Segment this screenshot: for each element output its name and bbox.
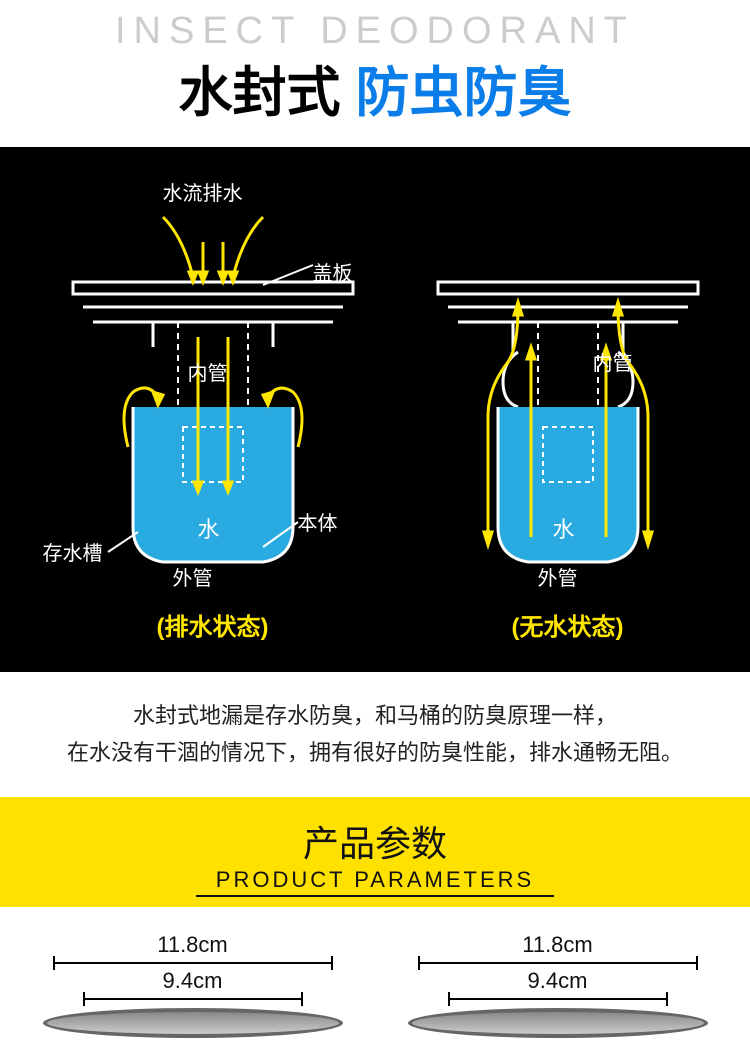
label-water-flow: 水流排水 (163, 177, 243, 206)
params-en: PRODUCT PARAMETERS (196, 867, 554, 897)
header-cn-blue: 防虫防臭 (356, 63, 572, 123)
state-label-right: (无水状态) (418, 607, 718, 642)
dim-outer-label-r: 11.8cm (388, 932, 728, 960)
diagram-left: 水流排水 盖板 内管 水 本体 存水槽 外管 (33, 187, 393, 642)
diagram-right: 内管 水 外管 (无水状态) (418, 187, 718, 642)
description-line1: 水封式地漏是存水防臭，和马桶的防臭原理一样， (20, 697, 730, 734)
dim-bar-inner (83, 998, 303, 1000)
label-outer-pipe: 外管 (173, 562, 213, 591)
dim-outer-label: 11.8cm (23, 932, 363, 960)
dim-inner-label: 9.4cm (23, 968, 363, 996)
params-cn: 产品参数 (0, 815, 750, 867)
label-water-r: 水 (553, 512, 575, 544)
header-english: INSECT DEODORANT (0, 10, 750, 53)
drain-top-view-r (408, 1008, 708, 1038)
description-line2: 在水没有干涸的情况下，拥有很好的防臭性能，排水通畅无阻。 (20, 734, 730, 771)
label-inner-pipe: 内管 (188, 357, 228, 386)
dimension-block-right: 11.8cm 9.4cm (388, 932, 728, 1038)
header-cn-black: 水封式 (178, 63, 340, 123)
label-water: 水 (198, 512, 220, 544)
label-outer-pipe-r: 外管 (538, 562, 578, 591)
dimensions-section: 11.8cm 9.4cm 11.8cm 9.4cm (0, 907, 750, 1048)
params-header: 产品参数 PRODUCT PARAMETERS (0, 797, 750, 907)
dimension-block-left: 11.8cm 9.4cm (23, 932, 363, 1038)
state-label-left: (排水状态) (33, 607, 393, 642)
dim-bar-outer (53, 962, 333, 964)
dim-inner-label-r: 9.4cm (388, 968, 728, 996)
dim-bar-inner-r (448, 998, 668, 1000)
header: INSECT DEODORANT 水封式 防虫防臭 (0, 0, 750, 147)
label-cover: 盖板 (313, 257, 353, 286)
header-chinese: 水封式 防虫防臭 (0, 48, 750, 127)
description: 水封式地漏是存水防臭，和马桶的防臭原理一样， 在水没有干涸的情况下，拥有很好的防… (0, 672, 750, 797)
label-body: 本体 (298, 507, 338, 536)
dim-bar-outer-r (418, 962, 698, 964)
diagram-section: 水流排水 盖板 内管 水 本体 存水槽 外管 (0, 147, 750, 672)
label-reservoir: 存水槽 (43, 537, 103, 566)
label-inner-pipe-r: 内管 (593, 347, 633, 376)
drain-top-view (43, 1008, 343, 1038)
